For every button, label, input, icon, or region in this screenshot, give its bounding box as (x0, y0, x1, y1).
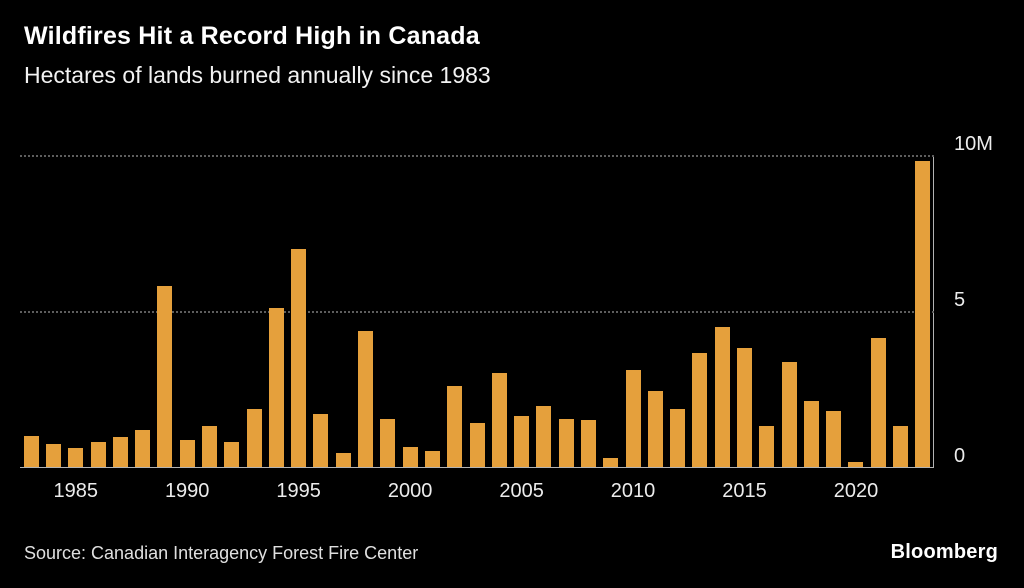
bar-2014 (714, 326, 730, 467)
bar-1999 (380, 418, 396, 467)
bar-1987 (112, 437, 128, 467)
bar-1983 (23, 435, 39, 467)
bar-1991 (201, 426, 217, 467)
bar-2019 (826, 410, 842, 467)
bar-1997 (335, 452, 351, 467)
bar-1984 (45, 443, 61, 467)
ytick-label-0: 0 (954, 445, 966, 467)
bar-2002 (447, 385, 463, 467)
xtick-label-1990: 1990 (164, 480, 210, 502)
bar-1992 (224, 442, 240, 467)
bar-1989 (157, 286, 173, 467)
bar-2016 (759, 426, 775, 467)
bar-2004 (491, 373, 507, 467)
bar-1998 (358, 331, 374, 467)
xtick-label-1995: 1995 (276, 480, 321, 502)
plot-area (20, 155, 934, 468)
bar-2003 (469, 423, 485, 467)
chart-title: Wildfires Hit a Record High in Canada (24, 22, 480, 50)
bar-2000 (402, 446, 418, 467)
bar-2009 (603, 457, 619, 467)
chart-subtitle: Hectares of lands burned annually since … (24, 62, 491, 88)
xtick-label-2005: 2005 (499, 480, 544, 502)
bar-2023 (915, 161, 931, 467)
xtick-label-2020: 2020 (833, 480, 879, 502)
bar-2011 (647, 390, 663, 467)
bar-1988 (135, 429, 151, 467)
bar-2010 (625, 370, 641, 467)
bar-1995 (291, 248, 307, 467)
bar-2013 (692, 353, 708, 467)
ytick-label-5: 5 (954, 289, 966, 311)
ytick-label-10M: 10M (954, 133, 993, 155)
xtick-label-2000: 2000 (387, 480, 433, 502)
bar-2008 (580, 420, 596, 467)
bar-2007 (558, 418, 574, 467)
xtick-label-1985: 1985 (53, 480, 98, 502)
bar-2018 (803, 401, 819, 467)
bar-2021 (870, 337, 886, 467)
bar-2012 (670, 409, 686, 467)
bar-1986 (90, 442, 106, 467)
bar-1996 (313, 413, 329, 467)
bar-2020 (848, 462, 864, 467)
gridline-10 (20, 155, 934, 157)
xtick-label-2010: 2010 (610, 480, 656, 502)
bar-2006 (536, 406, 552, 467)
bar-2015 (737, 348, 752, 467)
bar-1993 (246, 409, 262, 467)
baseline (20, 467, 934, 468)
bar-2022 (893, 426, 909, 467)
bar-2017 (781, 362, 797, 467)
bloomberg-logo: Bloomberg (890, 541, 998, 563)
bar-1985 (68, 448, 84, 467)
bar-2001 (424, 451, 440, 467)
bar-2005 (514, 415, 530, 467)
gridline-5 (20, 311, 934, 313)
source-text: Source: Canadian Interagency Forest Fire… (24, 543, 419, 563)
xtick-label-2015: 2015 (722, 480, 767, 502)
bar-1994 (268, 307, 284, 467)
bar-1990 (179, 440, 195, 467)
